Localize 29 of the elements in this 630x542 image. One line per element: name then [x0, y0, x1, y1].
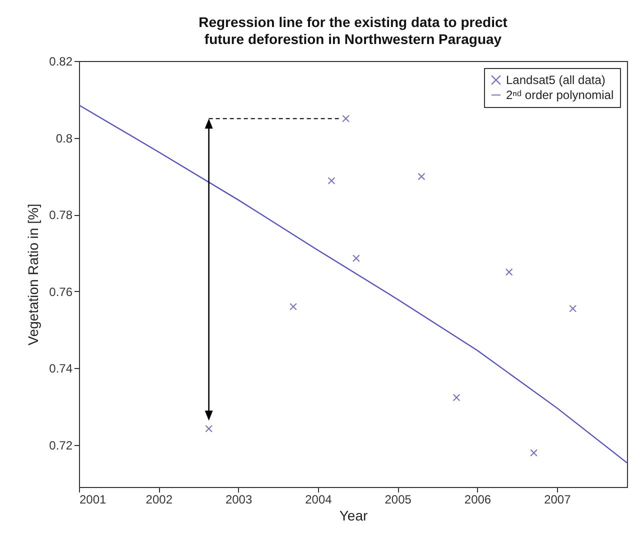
chart-title: Regression line for the existing data to predict future deforestion in Northwestern Paraguay: [198, 14, 508, 47]
x-axis-title: Year: [339, 508, 368, 524]
point: [530, 449, 538, 457]
point: [418, 172, 426, 180]
y-axis-title: Vegetation Ratio in [%]: [25, 204, 42, 346]
y-tick-label: 0.82: [49, 54, 73, 68]
x-tick-label: 2007: [544, 492, 572, 506]
point: [352, 254, 360, 262]
x-tick-label: 2002: [146, 492, 173, 506]
x-tick-label: 2003: [225, 492, 252, 506]
point: [342, 114, 350, 122]
point: [569, 304, 577, 312]
x-tick-label: 2004: [305, 492, 332, 506]
legend-label: 2ⁿᵈ order polynomial: [506, 88, 614, 102]
y-tick-label: 0.78: [49, 208, 73, 222]
point: [290, 302, 297, 310]
y-tick-label: 0.8: [56, 131, 73, 146]
y-tick-label: 0.76: [49, 284, 73, 299]
point: [452, 394, 460, 402]
y-tick-label: 0.72: [49, 438, 73, 452]
line-series: [78, 104, 628, 464]
x-tick-label: 2005: [384, 492, 412, 506]
x-tick-label: 2001: [80, 492, 107, 506]
point: [205, 424, 213, 432]
y-tick-label: 0.74: [49, 362, 73, 376]
legend-label: Landsat5 (all data): [506, 73, 606, 87]
point: [328, 177, 336, 184]
x-tick-label: 2006: [464, 492, 492, 506]
point: [505, 268, 513, 276]
